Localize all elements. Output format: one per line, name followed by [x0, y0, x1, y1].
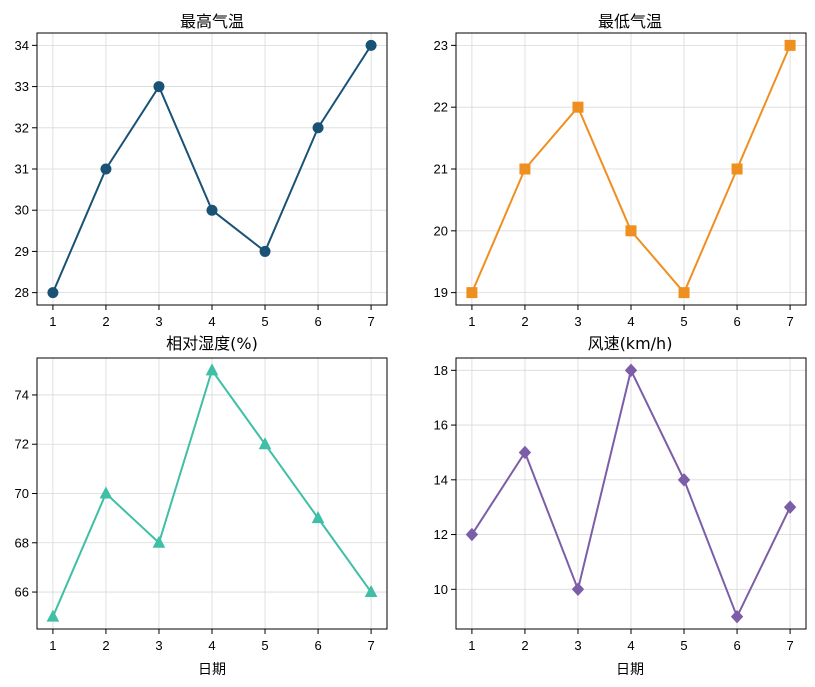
x-tick-label: 7	[786, 638, 793, 653]
y-tick-label: 20	[434, 223, 448, 238]
plot-frame	[455, 357, 807, 630]
x-tick-label: 3	[574, 638, 581, 653]
x-axis-label: 日期	[616, 662, 644, 678]
data-point	[100, 163, 112, 175]
panel-title: 最低气温	[598, 12, 662, 31]
x-tick-label: 6	[733, 314, 740, 329]
x-tick-label: 6	[314, 314, 321, 329]
panel-humidity: 相对湿度(%) 日期 1 2 3 4 5 6 7 66 68 70 72 74	[15, 334, 388, 678]
data-point	[205, 363, 219, 376]
data-point	[783, 500, 797, 514]
y-tick-label: 19	[434, 285, 448, 300]
panel-title: 风速(km/h)	[588, 334, 673, 353]
data-point	[206, 204, 218, 216]
y-tick-label: 21	[434, 162, 448, 177]
x-tick-label: 7	[367, 314, 374, 329]
y-tick-label: 12	[434, 527, 448, 542]
x-tick-label: 4	[627, 638, 634, 653]
x-tick-label: 5	[261, 314, 268, 329]
data-point	[152, 535, 166, 548]
y-tick-label: 29	[15, 244, 29, 259]
data-point	[572, 101, 584, 113]
y-tick-label: 66	[15, 585, 29, 600]
plot-frame	[455, 32, 807, 306]
data-point	[784, 39, 796, 51]
x-tick-label: 1	[468, 314, 475, 329]
data-point	[730, 609, 744, 624]
x-tick-label: 4	[627, 314, 634, 329]
x-tick-label: 1	[468, 638, 475, 653]
x-tick-label: 3	[155, 314, 162, 329]
y-tick-label: 72	[15, 437, 29, 452]
y-tick-label: 16	[434, 418, 448, 433]
x-tick-label: 5	[680, 638, 687, 653]
x-tick-label: 4	[208, 638, 215, 653]
y-tick-label: 70	[15, 486, 29, 501]
data-point	[364, 584, 378, 598]
y-tick-label: 28	[15, 285, 29, 300]
y-tick-label: 10	[434, 582, 448, 597]
data-point	[624, 363, 638, 378]
panel-title: 相对湿度(%)	[166, 334, 258, 353]
x-tick-label: 6	[733, 638, 740, 653]
y-tick-label: 14	[434, 472, 448, 487]
y-tick-label: 31	[15, 162, 29, 177]
y-tick-label: 22	[434, 100, 448, 115]
x-tick-label: 3	[155, 638, 162, 653]
x-tick-label: 1	[49, 638, 56, 653]
y-tick-label: 74	[15, 387, 29, 402]
x-tick-label: 6	[314, 638, 321, 653]
data-point	[258, 437, 272, 450]
x-tick-label: 5	[261, 638, 268, 653]
data-point	[311, 511, 325, 524]
data-point	[99, 486, 113, 499]
data-point	[625, 225, 637, 237]
x-tick-label: 1	[49, 314, 56, 329]
data-point	[571, 582, 585, 597]
x-tick-label: 2	[521, 314, 528, 329]
plot-area: 1 2 3 4 5 6 7 66 68 70 72 74	[15, 357, 388, 653]
y-tick-label: 33	[15, 79, 29, 94]
x-tick-label: 3	[574, 314, 581, 329]
y-tick-label: 30	[15, 203, 29, 218]
data-point	[677, 473, 691, 487]
x-axis-label: 日期	[198, 662, 226, 678]
y-tick-label: 34	[15, 38, 29, 53]
data-point	[731, 163, 743, 175]
data-point	[466, 287, 478, 299]
data-point	[312, 122, 324, 134]
data-point	[519, 163, 531, 175]
x-tick-label: 2	[521, 638, 528, 653]
data-point	[365, 39, 377, 51]
x-tick-label: 7	[367, 638, 374, 653]
y-tick-label: 18	[434, 363, 448, 378]
x-tick-label: 4	[208, 314, 215, 329]
data-point	[465, 527, 479, 542]
plot-frame	[36, 32, 388, 306]
panel-title: 最高气温	[180, 12, 244, 31]
x-tick-label: 2	[102, 314, 109, 329]
data-point	[259, 245, 271, 257]
data-point	[153, 81, 165, 93]
x-tick-label: 2	[102, 638, 109, 653]
plot-frame	[36, 357, 388, 630]
y-tick-label: 68	[15, 535, 29, 550]
y-tick-label: 32	[15, 120, 29, 135]
data-point	[518, 445, 532, 460]
data-point	[46, 609, 60, 622]
x-tick-label: 5	[680, 314, 687, 329]
y-tick-label: 23	[434, 38, 448, 53]
data-point	[47, 287, 59, 299]
data-point	[678, 287, 690, 299]
x-tick-label: 7	[786, 314, 793, 329]
